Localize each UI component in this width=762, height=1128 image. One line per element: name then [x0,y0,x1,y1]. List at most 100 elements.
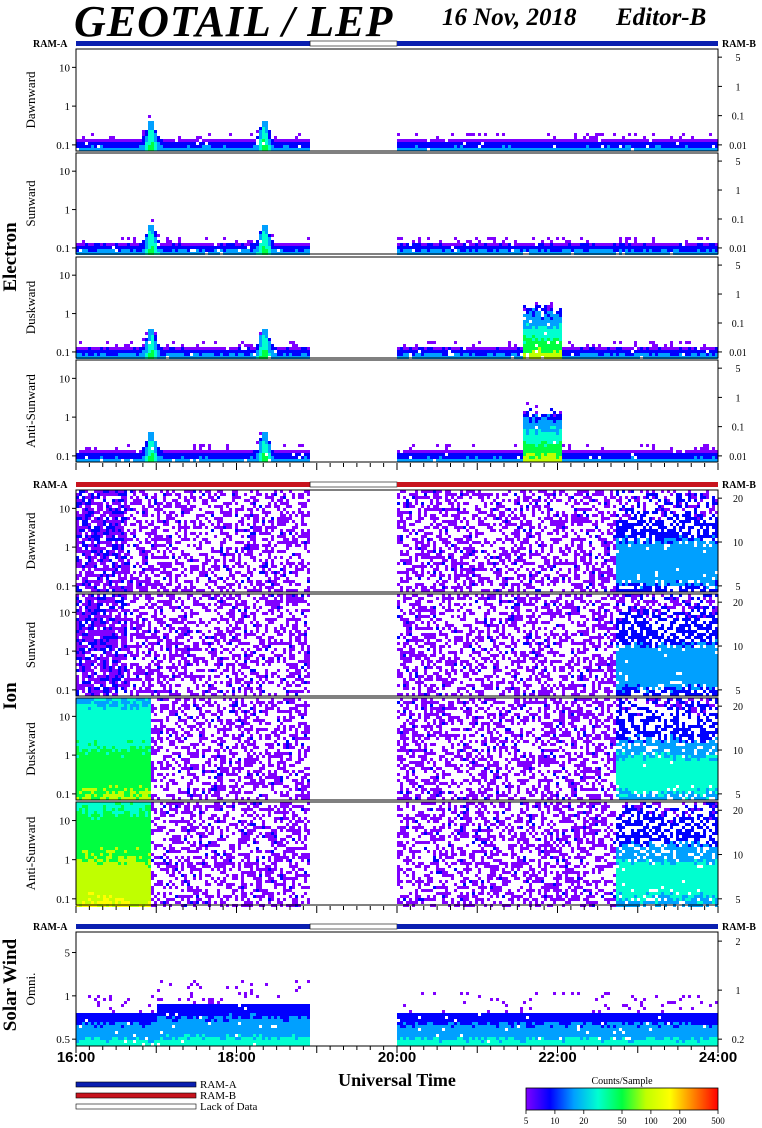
right-tick-label: 1 [736,186,741,197]
panel-duskward: Duskward 10 1 0.1 5 1 0.1 0.01 [23,256,747,359]
panel-label: Sunward [23,180,38,227]
ram-bar-b [397,482,718,487]
ram-left-label: RAM-A [33,39,68,50]
legend-label: Lack of Data [200,1101,258,1113]
right-tick-label: 0.1 [732,215,745,226]
panel-frame [75,801,719,906]
panel-label: Anti-Sunward [23,374,38,448]
colorbar-tick-label: 100 [644,1116,658,1126]
right-tick-label: 0.1 [732,423,745,434]
right-tick-label: 5 [736,53,741,64]
ram-left-label: RAM-A [33,922,68,933]
right-tick-label: 1 [736,290,741,301]
x-axis-label: Universal Time [338,1070,456,1090]
left-tick-label: 0.1 [56,894,70,906]
left-tick-label: 0.1 [56,581,70,593]
ram-bar-gap [309,40,398,47]
section-label: Electron [0,222,21,292]
ram-bar-a [76,41,311,46]
right-tick-label: 2 [736,937,741,948]
right-tick-label: 5 [736,582,741,593]
right-tick-label: 20 [733,494,743,505]
panel-frame [75,152,719,255]
left-tick-label: 10 [59,816,71,828]
panel-anti-sunward: Anti-Sunward 10 1 0.1 5 1 0.1 0.01 [23,359,747,463]
left-tick-label: 1 [65,542,71,554]
right-tick-label: 5 [736,261,741,272]
right-tick-label: 20 [733,806,743,817]
left-tick-label: 0.1 [56,347,70,359]
ram-bar-gap [309,481,398,488]
panel-frame [75,697,719,801]
left-tick-label: 10 [59,373,71,385]
section-electron: RAM-A RAM-B Electron Dawnward 10 1 0.1 5 1 0.1 0.0… [0,39,756,470]
right-tick-label: 0.01 [729,244,747,255]
left-tick-label: 10 [59,607,71,619]
ram-right-label: RAM-B [722,39,756,50]
left-tick-label: 1 [65,309,71,321]
legend-swatch [75,1103,197,1110]
title-date: 16 Nov, 2018 [442,4,576,32]
ram-bar-gap [309,923,398,930]
legend-swatch [75,1092,197,1099]
left-tick-label: 1 [65,750,71,762]
right-tick-label: 20 [733,598,743,609]
title-main: GEOTAIL / LEP [74,0,393,47]
legend-swatch [75,1081,197,1088]
ram-left-label: RAM-A [33,480,68,491]
panel-frame [75,256,719,359]
section-ion: RAM-A RAM-B Ion Dawnward 10 1 0.1 20 10 5 Sunward 1… [0,480,756,913]
right-tick-label: 0.01 [729,452,747,463]
ram-bar-b [397,41,718,46]
panel-dawnward: Dawnward 10 1 0.1 20 10 5 [23,489,743,593]
ram-right-label: RAM-B [722,922,756,933]
left-tick-label: 1 [65,855,71,867]
ram-right-label: RAM-B [722,480,756,491]
colorbar-tick-label: 500 [711,1116,725,1126]
section-label: Solar Wind [0,938,21,1031]
colorbar-tick-label: 20 [579,1116,589,1126]
panel-anti-sunward: Anti-Sunward 10 1 0.1 20 10 5 [23,801,743,907]
x-tick-label: 24:00 [699,1049,737,1066]
right-tick-label: 1 [736,82,741,93]
right-tick-label: 10 [733,746,743,757]
right-tick-label: 5 [736,157,741,168]
colorbar-tick-label: 200 [673,1116,687,1126]
left-tick-label: 10 [59,62,71,74]
right-tick-label: 0.01 [729,141,747,152]
legend-label: RAM-A [200,1079,237,1091]
left-tick-label: 10 [59,270,71,282]
panel-frame [75,489,719,593]
left-tick-label: 10 [59,166,71,178]
right-tick-label: 1 [736,986,741,997]
colorbar-tick-label: 5 [524,1116,529,1126]
ram-bar-a [76,924,311,929]
colorbar-gradient [525,1087,719,1111]
left-tick-label: 10 [59,503,71,515]
left-tick-label: 1 [65,646,71,658]
left-tick-label: 0.1 [56,789,70,801]
panel-frame [75,48,719,152]
left-tick-label: 1 [65,205,71,217]
right-tick-label: 10 [733,538,743,549]
left-tick-label: 1 [65,991,71,1003]
colorbar-tick-label: 10 [550,1116,560,1126]
x-tick-label: 22:00 [538,1049,576,1066]
panel-sunward: Sunward 10 1 0.1 20 10 5 [23,593,743,697]
left-tick-label: 10 [59,711,71,723]
left-tick-label: 1 [65,101,71,113]
left-tick-label: 0.1 [56,140,70,152]
panel-frame [75,359,719,463]
panel-omni: Omni. 5 1 0.5 2 1 0.2 [23,931,744,1047]
panel-label: Dawnward [23,512,38,570]
panel-dawnward: Dawnward 10 1 0.1 5 1 0.1 0.01 [23,48,747,152]
x-tick-label: 18:00 [217,1049,255,1066]
right-tick-label: 10 [733,851,743,862]
panel-label: Dawnward [23,71,38,129]
left-tick-label: 0.1 [56,451,70,463]
right-tick-label: 5 [736,686,741,697]
left-tick-label: 0.5 [56,1034,70,1046]
right-tick-label: 0.01 [729,348,747,359]
panel-label: Duskward [23,280,38,334]
title-editor: Editor-B [616,4,706,32]
